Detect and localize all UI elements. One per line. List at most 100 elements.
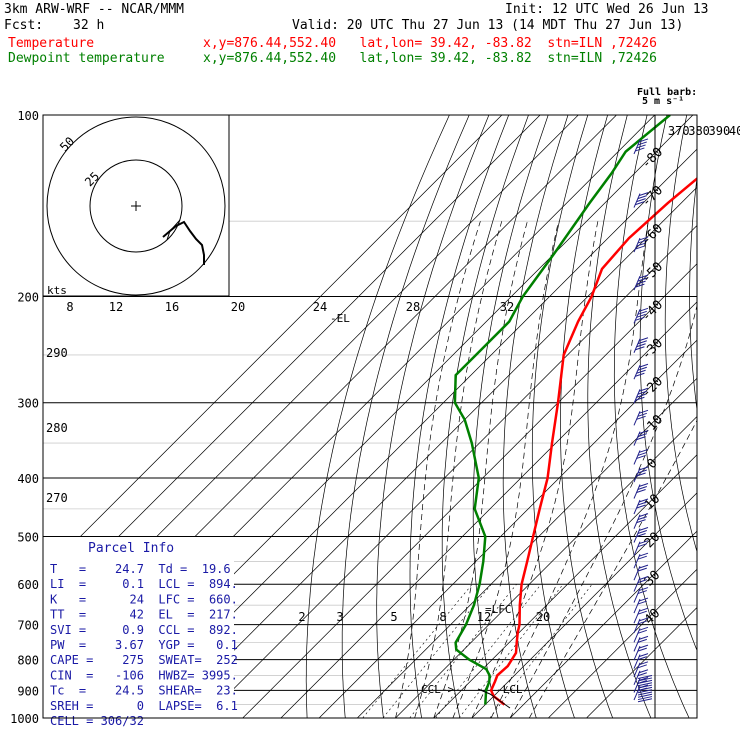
- moist-adiabat: [509, 304, 697, 718]
- wind-barb-flag: [635, 372, 645, 377]
- dry-adiabat: [472, 115, 549, 718]
- parcel-info-row: Tc = 24.5 SHEAR= 23.: [50, 684, 238, 698]
- wind-barb-flag: [637, 656, 647, 661]
- wind-barb: [633, 236, 649, 253]
- mixing-ratio-label: 16: [165, 300, 179, 314]
- wind-barb: [633, 607, 649, 624]
- isotherm-line: [242, 263, 697, 718]
- dry-adiabat: [409, 115, 510, 718]
- wind-barb-staff: [633, 608, 641, 624]
- moist-adiabat: [452, 221, 559, 718]
- parcel-info-row: T = 24.7 Td = 19.6: [50, 562, 231, 576]
- parcel-info-row: SREH = 0 LAPSE= 6.1: [50, 699, 238, 713]
- wind-barb-flag: [638, 236, 649, 241]
- wind-barb-flag: [637, 579, 647, 584]
- wind-barb-staff: [633, 514, 641, 529]
- wind-barb-flag: [638, 307, 649, 312]
- wind-barb-staff: [633, 499, 641, 515]
- wind-barb-staff: [633, 618, 641, 634]
- pressure-label: 700: [17, 619, 39, 633]
- theta-e-label: 280: [46, 421, 68, 435]
- wind-barb-staff: [633, 139, 641, 155]
- pressure-label: 400: [17, 472, 39, 486]
- wind-barb-flag: [638, 669, 649, 674]
- wind-barb: [633, 337, 649, 353]
- isotherm-label: 0: [644, 456, 660, 472]
- wind-barb-flag: [637, 239, 647, 244]
- init-time: Init: 12 UTC Wed 26 Jun 13: [505, 2, 709, 17]
- parcel-info-box: [43, 537, 234, 718]
- wind-barb-flag: [635, 396, 645, 401]
- dry-adiabat: [441, 115, 529, 718]
- wind-barb-flag: [636, 519, 646, 524]
- mixing-ratio-line: [409, 584, 517, 718]
- dewpoint-trace: [453, 115, 671, 705]
- wind-barb-flag: [638, 653, 649, 658]
- wind-barb: [637, 682, 653, 687]
- wind-barb-flag: [636, 369, 646, 374]
- wind-barb-flag: [636, 454, 646, 459]
- mixing-ratio-label: 3: [336, 610, 343, 624]
- wind-barb: [637, 675, 653, 679]
- wind-barb-flag: [638, 448, 649, 453]
- wind-barb: [633, 448, 649, 465]
- wind-barb-flag: [637, 647, 647, 652]
- wind-barb-flag: [636, 415, 646, 420]
- wind-barb-flag: [638, 513, 649, 518]
- wind-barb-flag: [637, 672, 647, 677]
- wind-key-value: 5 m s⁻¹: [642, 96, 684, 107]
- temperature-trace: [489, 176, 697, 706]
- wind-barb: [633, 540, 649, 556]
- theta-label: 400: [729, 124, 740, 138]
- wind-barb: [633, 363, 649, 380]
- dry-adiabat: [664, 115, 697, 553]
- fcst-label: Fcst:: [4, 18, 44, 33]
- wind-barb-flag: [636, 280, 646, 285]
- wind-barb-flag: [637, 600, 647, 605]
- wind-barb-staff: [633, 670, 641, 685]
- pressure-label: 500: [17, 530, 39, 544]
- isotherm-line: [471, 492, 697, 718]
- wind-barb-flag: [637, 543, 647, 548]
- parcel-info-row: CAPE = 275 SWEAT= 252: [50, 653, 238, 667]
- mixing-ratio-label: 8: [66, 300, 73, 314]
- wind-barb-flag: [637, 516, 647, 521]
- wind-barb-flag: [638, 576, 649, 581]
- wind-barb: [633, 498, 649, 515]
- wind-barb-staff: [633, 389, 641, 404]
- theta-label: 380: [688, 124, 710, 138]
- wind-barb-flag: [638, 192, 649, 197]
- isotherm-line: [280, 301, 697, 718]
- wind-barb-staff: [633, 645, 641, 661]
- pressure-label: 600: [17, 578, 39, 592]
- dry-adiabat: [502, 115, 569, 718]
- wind-barb-flag: [638, 617, 649, 622]
- isotherm-line: [509, 530, 697, 718]
- wind-barb-staff: [633, 577, 641, 592]
- wind-barb-flag: [638, 540, 649, 545]
- wind-barb-flag: [636, 472, 646, 477]
- wind-barb: [633, 617, 649, 634]
- isotherm-line: [43, 115, 541, 613]
- mixing-ratio-label: 24: [313, 300, 327, 314]
- wind-barb: [633, 552, 649, 569]
- wind-barb-flag: [637, 412, 647, 417]
- wind-barb-flag: [636, 436, 646, 441]
- wind-barb-flag: [638, 607, 649, 612]
- wind-barb-flag: [637, 590, 647, 595]
- mixing-ratio-label: 5: [390, 610, 397, 624]
- wind-barb: [637, 691, 653, 696]
- wind-barb-staff: [633, 554, 641, 569]
- wind-barb-flag: [638, 483, 649, 487]
- wind-barb: [633, 274, 649, 291]
- wind-barb-staff: [633, 565, 641, 581]
- wind-barb-flag: [636, 393, 646, 398]
- wind-barb-staff: [633, 588, 641, 603]
- parcel-info-title: Parcel Info: [88, 541, 174, 556]
- wind-barb: [633, 192, 649, 208]
- wind-barb-staff: [633, 365, 641, 380]
- wind-barb-flag: [638, 597, 649, 602]
- wind-barb: [637, 684, 653, 689]
- wind-barb-flag: [638, 274, 649, 279]
- wind-barb-flag: [635, 346, 645, 351]
